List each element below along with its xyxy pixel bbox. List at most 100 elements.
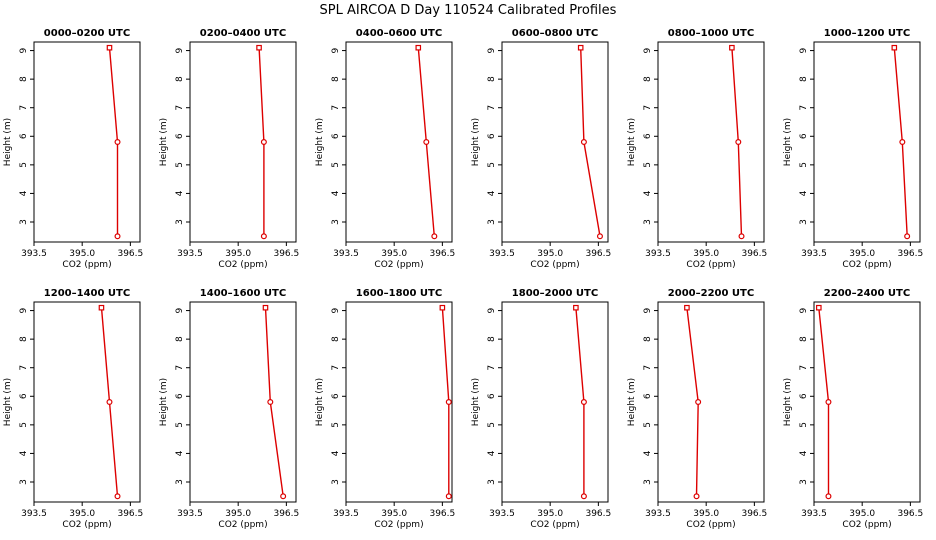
data-point bbox=[735, 139, 742, 146]
data-point bbox=[577, 44, 584, 51]
data-point bbox=[684, 304, 690, 311]
y-tick-label: 5 bbox=[487, 162, 497, 168]
y-tick-label: 6 bbox=[19, 133, 29, 139]
y-axis-label: Height (m) bbox=[3, 118, 13, 166]
y-tick-label: 6 bbox=[799, 393, 809, 399]
y-axis-label: Height (m) bbox=[783, 378, 793, 426]
plot-frame bbox=[33, 41, 141, 243]
x-tick-label: 395.0 bbox=[225, 509, 251, 519]
y-tick-label: 5 bbox=[331, 422, 341, 428]
x-tick-label: 393.5 bbox=[21, 509, 47, 519]
data-point bbox=[904, 233, 911, 240]
data-point bbox=[825, 399, 832, 406]
y-tick-label: 6 bbox=[487, 133, 497, 139]
x-axis-label: CO2 (ppm) bbox=[530, 520, 579, 530]
y-tick-label: 7 bbox=[643, 105, 653, 111]
y-tick-label: 3 bbox=[643, 219, 653, 225]
data-point bbox=[260, 139, 267, 146]
data-point bbox=[816, 304, 822, 311]
panel-title: 1000–1200 UTC bbox=[824, 28, 910, 39]
panel-title: 1400–1600 UTC bbox=[200, 288, 286, 299]
data-point bbox=[423, 139, 430, 146]
x-tick-label: 395.0 bbox=[225, 249, 251, 259]
x-tick-label: 393.5 bbox=[645, 509, 671, 519]
y-tick-label: 5 bbox=[175, 422, 185, 428]
data-point bbox=[439, 304, 446, 311]
x-axis-label: CO2 (ppm) bbox=[842, 260, 891, 270]
panel-title: 0800–1000 UTC bbox=[668, 28, 754, 39]
x-tick-label: 396.5 bbox=[429, 249, 455, 259]
data-point bbox=[262, 304, 269, 311]
y-axis-label: Height (m) bbox=[627, 118, 637, 166]
y-tick-label: 9 bbox=[175, 307, 185, 313]
panel-title: 1200–1400 UTC bbox=[44, 288, 130, 299]
plot-frame bbox=[501, 41, 609, 243]
panel-title: 1600–1800 UTC bbox=[356, 288, 442, 299]
y-tick-label: 5 bbox=[487, 422, 497, 428]
y-tick-label: 6 bbox=[331, 393, 341, 399]
panels: 0000–0200 UTC 393.5 395.0 396.5 CO2 (ppm) 3 4 5… bbox=[3, 28, 923, 530]
y-axis-label: Height (m) bbox=[471, 378, 481, 426]
plot-frame bbox=[657, 301, 765, 503]
x-axis-label: CO2 (ppm) bbox=[62, 260, 111, 270]
y-tick-label: 6 bbox=[799, 133, 809, 139]
x-tick-label: 393.5 bbox=[177, 249, 203, 259]
x-tick-label: 396.5 bbox=[897, 509, 923, 519]
data-point bbox=[114, 139, 121, 146]
y-tick-label: 8 bbox=[175, 336, 185, 342]
y-tick-label: 8 bbox=[799, 336, 809, 342]
y-tick-label: 4 bbox=[799, 450, 809, 456]
y-tick-label: 7 bbox=[175, 365, 185, 371]
panel-4: 0600–0800 UTC 393.5 395.0 396.5 CO2 (ppm) 3 4 5… bbox=[471, 28, 611, 270]
y-tick-label: 7 bbox=[487, 365, 497, 371]
x-axis-label: CO2 (ppm) bbox=[218, 520, 267, 530]
data-point bbox=[431, 233, 438, 240]
panel-5: 0800–1000 UTC 393.5 395.0 396.5 CO2 (ppm) 3 4 5… bbox=[627, 28, 767, 270]
data-point bbox=[106, 399, 113, 406]
y-tick-label: 3 bbox=[19, 219, 29, 225]
y-tick-label: 5 bbox=[19, 422, 29, 428]
data-point bbox=[729, 44, 735, 51]
data-point bbox=[580, 139, 587, 146]
y-tick-label: 4 bbox=[175, 190, 185, 196]
y-tick-label: 8 bbox=[331, 336, 341, 342]
data-point bbox=[891, 44, 898, 51]
y-tick-label: 3 bbox=[799, 219, 809, 225]
x-tick-label: 396.5 bbox=[897, 249, 923, 259]
x-tick-label: 393.5 bbox=[801, 509, 827, 519]
y-tick-label: 4 bbox=[19, 450, 29, 456]
x-axis-label: CO2 (ppm) bbox=[374, 260, 423, 270]
x-tick-label: 396.5 bbox=[741, 249, 767, 259]
data-point bbox=[825, 493, 832, 500]
x-axis-label: CO2 (ppm) bbox=[530, 260, 579, 270]
panel-title: 2000–2200 UTC bbox=[668, 288, 754, 299]
y-tick-label: 3 bbox=[331, 479, 341, 485]
y-tick-label: 6 bbox=[19, 393, 29, 399]
y-tick-label: 9 bbox=[331, 307, 341, 313]
x-tick-label: 393.5 bbox=[489, 509, 515, 519]
y-tick-label: 4 bbox=[643, 450, 653, 456]
panel-6: 1000–1200 UTC 393.5 395.0 396.5 CO2 (ppm) 3 4 5… bbox=[783, 28, 923, 270]
x-tick-label: 393.5 bbox=[333, 509, 359, 519]
y-axis-label: Height (m) bbox=[159, 378, 169, 426]
y-tick-label: 3 bbox=[487, 219, 497, 225]
y-tick-label: 4 bbox=[331, 450, 341, 456]
panel-title: 2200–2400 UTC bbox=[824, 288, 910, 299]
plot-frame bbox=[813, 301, 921, 503]
data-point bbox=[267, 399, 274, 406]
y-tick-label: 3 bbox=[487, 479, 497, 485]
x-axis-label: CO2 (ppm) bbox=[374, 520, 423, 530]
x-tick-label: 395.0 bbox=[537, 249, 563, 259]
panel-7: 1200–1400 UTC 393.5 395.0 396.5 CO2 (ppm) 3 4 5… bbox=[3, 288, 143, 530]
data-point bbox=[899, 139, 906, 146]
y-axis-label: Height (m) bbox=[3, 378, 13, 426]
y-tick-label: 3 bbox=[331, 219, 341, 225]
x-tick-label: 393.5 bbox=[489, 249, 515, 259]
x-tick-label: 395.0 bbox=[537, 509, 563, 519]
panel-title: 0000–0200 UTC bbox=[44, 28, 130, 39]
x-tick-label: 393.5 bbox=[177, 509, 203, 519]
data-point bbox=[445, 399, 452, 406]
x-tick-label: 395.0 bbox=[381, 509, 407, 519]
y-axis-label: Height (m) bbox=[315, 118, 325, 166]
